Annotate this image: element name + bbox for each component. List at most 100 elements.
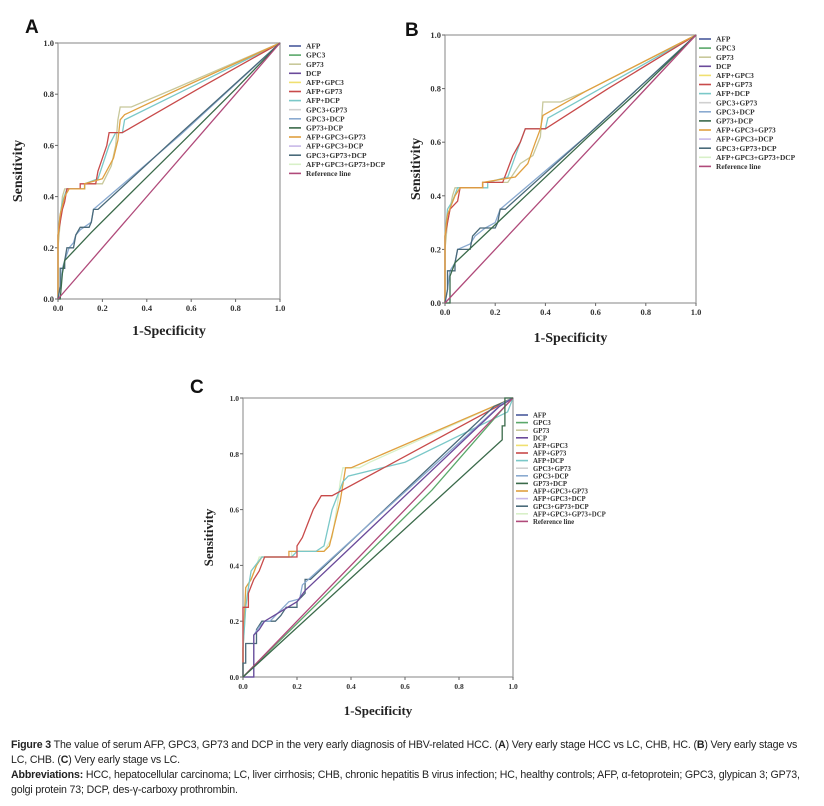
panel-b-x-tick-label: 0.0 [440,307,451,317]
panel-a-legend-label: AFP+GPC3+GP73+DCP [306,160,386,169]
panel-c-legend-label: GPC3 [533,420,551,427]
panel-a-series-gpc3-gp73-dcp [57,42,281,300]
panel-b-legend-label: DCP [716,62,732,71]
panel-c-x-tick-label: 0.2 [292,682,302,691]
panel-a-legend-label: AFP+GPC3+DCP [306,142,364,151]
panel-c-legend-label: GP73+DCP [533,481,567,488]
panel-c: C 0.0 0.2 0.4 0.6 0.8 1.0 0.0 0.2 0.4 0.6 0.8 1.0 1-… [0,370,824,730]
panel-a-y-axis-label: Sensitivity [11,140,26,202]
panel-b-legend-label: GPC3+DCP [716,107,755,116]
panel-b-legend-label: GP73 [716,53,734,62]
panel-b-series-gpc3-gp73-dcp [444,34,697,304]
panel-a-legend-label: Reference line [306,169,352,178]
panel-c-x-tick-label: 0.8 [454,682,464,691]
panel-b-x-tick-label: 0.8 [640,307,651,317]
panel-b-legend-label: AFP+DCP [716,89,750,98]
panel-c-legend-label: Reference line [533,519,574,526]
panel-c-legend-label: AFP [533,413,546,420]
panel-c-x-tick-label: 0.6 [400,682,410,691]
panel-b-series-afp-gpc3-gp73 [444,34,697,303]
panel-b-series-reference-line [444,34,697,304]
panel-c-legend-label: GPC3+GP73+DCP [533,504,589,511]
panel-a: A 0.0 0.2 0.4 0.6 0.8 1.0 0.0 0.2 0.4 0.6 0.8 1.0 1-… [0,0,420,350]
panel-c-series-afp-gp73 [242,397,514,677]
panel-a-x-tick-label: 0.2 [97,303,108,313]
caption-text-1: The value of serum AFP, GPC3, GP73 and D… [51,739,499,751]
panel-c-legend-label: AFP+GPC3+DCP [533,496,586,503]
panel-a-y-tick-label: 0.6 [43,140,54,150]
panel-c-legend-label: AFP+DCP [533,458,564,465]
panel-a-legend-label: GP73 [306,60,324,69]
caption-text-4: ) Very early stage vs LC. [68,754,180,766]
panel-b-y-tick-label: 0.4 [430,191,441,201]
panel-a-legend-label: GP73+DCP [306,124,344,133]
panel-b-y-tick-label: 0.0 [430,298,441,308]
figure-caption: Figure 3 The value of serum AFP, GPC3, G… [11,738,816,798]
panel-c-x-axis-label: 1-Specificity [344,703,413,718]
panel-b-series-gp73-dcp [445,34,697,304]
panel-a-legend-label: GPC3+DCP [306,114,345,123]
panel-c-y-axis-label: Sensitivity [201,508,216,566]
panel-a-series-afp-gp73 [57,42,281,299]
panel-b-legend-label: AFP+GP73 [716,80,753,89]
panel-c-y-tick-label: 0.0 [230,673,240,682]
caption-ref-a: A [498,739,506,751]
panel-a-letter: A [25,17,39,38]
caption-abbreviations: Abbreviations: HCC, hepatocellular carci… [11,768,816,798]
panel-c-series-gpc3-gp73-dcp [242,397,514,677]
panel-c-x-tick-label: 0.0 [238,682,248,691]
panel-b-legend-label: Reference line [716,162,762,171]
panel-c-series-dcp [243,397,514,678]
panel-a-x-axis-label: 1-Specificity [132,324,206,339]
caption-ref-c: C [60,754,69,766]
panel-b-series-afp-dcp [444,34,697,303]
panel-b-y-tick-label: 0.6 [430,137,441,147]
panel-b-legend-label: AFP+GPC3+GP73 [716,126,776,135]
panel-a-series-afp-gpc3-gp73 [57,42,281,299]
caption-main: Figure 3 The value of serum AFP, GPC3, G… [11,738,816,768]
panel-b-legend-label: GPC3+GP73 [716,98,757,107]
panel-c-y-tick-label: 0.2 [230,617,240,626]
panel-b-x-axis-label: 1-Specificity [534,331,608,346]
panel-a-y-tick-label: 0.0 [43,294,54,304]
panel-c-letter: C [190,377,204,398]
panel-a-legend-label: AFP+GP73 [306,87,343,96]
panel-b-legend-label: GPC3+GP73+DCP [716,144,777,153]
panel-c-legend-label: GP73 [533,428,550,435]
panel-a-legend-label: GPC3+GP73+DCP [306,151,367,160]
panel-a-legend-label: GPC3+GP73 [306,105,347,114]
panel-a-x-tick-label: 0.8 [230,303,241,313]
caption-ref-b: B [696,739,705,751]
panel-b-y-tick-label: 1.0 [430,30,441,40]
panel-c-series-afp-dcp [242,397,514,677]
panel-b-plot-frame [444,34,697,304]
panel-c-y-tick-label: 1.0 [230,394,240,403]
panel-c-series-gp73-dcp [242,397,513,678]
panel-b-legend-label: AFP [716,35,731,44]
panel-c-legend-label: AFP+GPC3+GP73 [533,489,589,496]
panel-b-legend-label: AFP+GPC3+GP73+DCP [716,153,796,162]
panel-a-y-tick-label: 1.0 [43,38,54,48]
panel-a-y-tick-label: 0.2 [43,243,54,253]
panel-a-x-tick-label: 0.0 [53,303,64,313]
panel-a-y-tick-label: 0.8 [43,89,54,99]
panel-b-x-tick-label: 0.2 [490,307,501,317]
panel-c-series-reference-line [242,397,514,678]
panel-c-x-tick-label: 0.4 [346,682,356,691]
panel-c-legend-label: DCP [533,435,547,442]
caption-figure-label: Figure 3 [11,739,52,751]
panel-c-legend-label: GPC3+GP73 [533,466,571,473]
panel-b-series-afp-gp73 [444,34,697,303]
panel-a-legend-label: AFP+GPC3 [306,78,344,87]
caption-text-2: ) Very early stage HCC vs LC, CHB, HC. ( [505,739,697,751]
panel-a-x-tick-label: 0.6 [186,303,197,313]
panel-c-legend-label: AFP+GPC3+GP73+DCP [533,511,606,518]
panel-a-x-tick-label: 0.4 [141,303,152,313]
panel-c-legend-label: GPC3+DCP [533,473,569,480]
caption-text-3: ) Very early stage vs LC, CHB. ( [11,739,798,766]
panel-b-y-tick-label: 0.8 [430,84,441,94]
panel-a-series-reference-line [57,42,281,300]
panel-c-y-tick-label: 0.4 [230,561,240,570]
roc-chart-c: 0.0 0.2 0.4 0.6 0.8 1.0 0.0 0.2 0.4 0.6 0.8 1.0 1-Sp… [201,394,606,718]
panel-b-legend-label: GPC3 [716,44,736,53]
